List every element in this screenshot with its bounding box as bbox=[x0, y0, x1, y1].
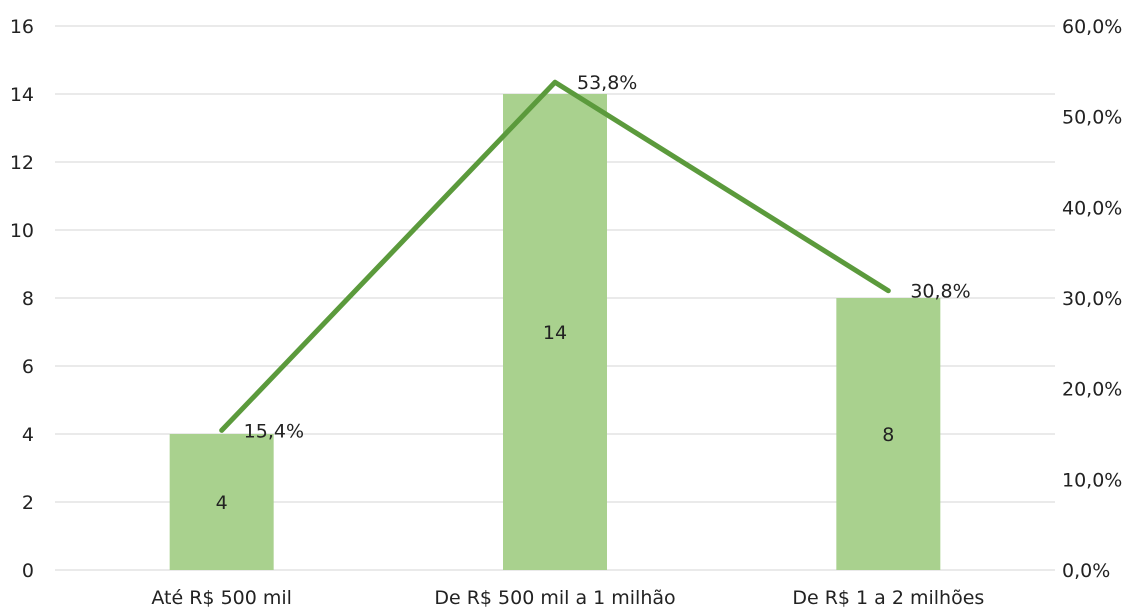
y-tick-label: 10 bbox=[10, 220, 34, 242]
bar bbox=[503, 94, 607, 570]
bar-value-label: 14 bbox=[543, 322, 567, 344]
line-value-label: 30,8% bbox=[910, 281, 970, 303]
bar bbox=[836, 298, 941, 570]
left-y-axis: 0 2 4 6 8 10 12 14 16 bbox=[10, 16, 34, 582]
y2-tick-label: 10,0% bbox=[1062, 469, 1122, 491]
bar-series bbox=[169, 94, 941, 570]
x-axis: Até R$ 500 mil De R$ 500 mil a 1 milhão De… bbox=[151, 587, 984, 609]
bar-value-label: 8 bbox=[882, 424, 894, 446]
line-value-label: 53,8% bbox=[577, 72, 637, 94]
y-tick-label: 12 bbox=[10, 152, 34, 174]
bar bbox=[169, 434, 274, 570]
y-tick-label: 6 bbox=[22, 356, 34, 378]
y2-tick-label: 30,0% bbox=[1062, 288, 1122, 310]
x-category-label: Até R$ 500 mil bbox=[151, 587, 292, 609]
x-category-label: De R$ 1 a 2 milhões bbox=[792, 587, 984, 609]
bar-data-labels: 4 14 8 bbox=[216, 322, 895, 514]
y2-tick-label: 40,0% bbox=[1062, 197, 1122, 219]
line-data-labels: 15,4% 53,8% 30,8% bbox=[244, 72, 971, 442]
y-tick-label: 8 bbox=[22, 288, 34, 310]
y2-tick-label: 20,0% bbox=[1062, 379, 1122, 401]
right-y-axis: 0,0% 10,0% 20,0% 30,0% 40,0% 50,0% 60,0% bbox=[1062, 16, 1122, 582]
bar-value-label: 4 bbox=[216, 492, 228, 514]
y-tick-label: 2 bbox=[22, 492, 34, 514]
y2-tick-label: 50,0% bbox=[1062, 107, 1122, 129]
y2-tick-label: 60,0% bbox=[1062, 16, 1122, 38]
x-category-label: De R$ 500 mil a 1 milhão bbox=[434, 587, 675, 609]
y-tick-label: 14 bbox=[10, 84, 34, 106]
line-series bbox=[219, 79, 891, 433]
line-value-label: 15,4% bbox=[244, 420, 304, 442]
y2-tick-label: 0,0% bbox=[1062, 560, 1110, 582]
y-tick-label: 4 bbox=[22, 424, 34, 446]
y-tick-label: 16 bbox=[10, 16, 34, 38]
y-tick-label: 0 bbox=[22, 560, 34, 582]
